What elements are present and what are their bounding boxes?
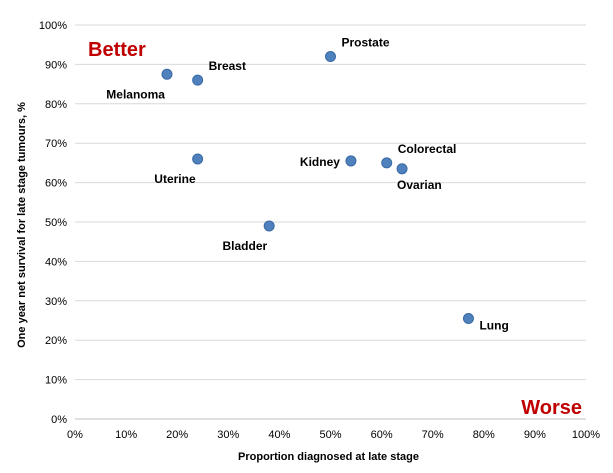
y-tick-label: 80% [45,99,67,111]
y-tick-label: 10% [45,375,67,387]
point-label: Lung [479,319,508,333]
data-point [345,155,357,167]
data-point [192,74,204,86]
data-point [161,68,173,80]
point-label: Bladder [222,239,267,253]
y-tick-label: 70% [45,138,67,150]
y-tick-label: 100% [39,20,67,32]
y-axis-title: One year net survival for late stage tum… [16,102,28,348]
point-label: Breast [209,59,246,73]
gridlines [75,24,586,381]
point-label: Melanoma [106,87,165,101]
x-tick-label: 10% [115,429,137,441]
x-tick-label: 80% [473,429,495,441]
y-tick-label: 30% [45,296,67,308]
x-tick-label: 40% [268,429,290,441]
point-label: Kidney [300,155,340,169]
y-tick-label: 90% [45,59,67,71]
x-tick-label: 30% [217,429,239,441]
point-label: Colorectal [398,142,457,156]
point-labels: Melanoma Breast Prostate Uterine Kidney Color… [106,36,509,333]
x-tick-label: 50% [319,429,341,441]
x-axis-ticks: 0% 10% 20% 30% 40% 50% 60% 70% 80% 90% 100% [67,429,600,441]
data-point [325,51,336,63]
x-axis-title: Proportion diagnosed at late stage [238,451,419,463]
data-point [396,163,408,175]
y-tick-label: 20% [45,335,67,347]
data-point [192,153,204,165]
point-label: Ovarian [397,178,442,192]
y-tick-label: 50% [45,217,67,229]
point-label: Prostate [342,36,390,50]
y-tick-label: 0% [51,414,67,426]
data-point [381,157,393,169]
y-axis-ticks: 0% 10% 20% 30% 40% 50% 60% 70% 80% 90% 100% [39,20,67,426]
y-tick-label: 40% [45,256,67,268]
x-tick-label: 60% [371,429,393,441]
better-annotation: Better [88,39,146,61]
y-tick-label: 60% [45,178,67,190]
x-tick-label: 20% [166,429,188,441]
x-tick-label: 100% [572,429,600,441]
x-tick-label: 90% [524,429,546,441]
x-tick-label: 70% [422,429,444,441]
worse-annotation: Worse [521,397,582,419]
data-points [161,51,474,325]
data-point [263,220,275,232]
x-tick-label: 0% [67,429,83,441]
data-point [462,313,474,325]
point-label: Uterine [154,172,196,186]
